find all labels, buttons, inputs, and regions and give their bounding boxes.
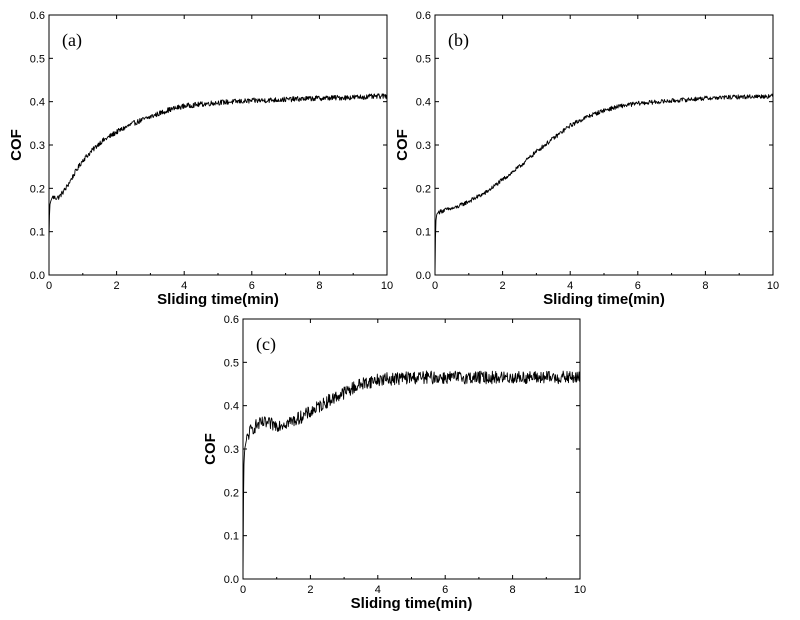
y-tick-label: 0.3	[30, 140, 45, 152]
cof-series-line	[434, 93, 774, 276]
y-tick-label: 0.2	[224, 487, 239, 499]
x-tick-label: 8	[702, 280, 708, 292]
panel-label: (a)	[62, 30, 82, 51]
chart-panel-c: 0 2 4 6 8 10 0.0 0.1 0.2 0.3 0.4 0.5 0.6 Sliding time…	[202, 314, 586, 612]
x-tick-label: 0	[46, 280, 52, 292]
x-tick-label: 6	[635, 280, 641, 292]
cof-series-line	[48, 93, 388, 241]
x-tick-label: 2	[114, 280, 120, 292]
y-tick-label: 0.0	[416, 270, 431, 282]
x-tick-label: 10	[381, 280, 393, 292]
y-tick-label: 0.0	[224, 574, 239, 586]
y-tick-label: 0.1	[224, 531, 239, 543]
y-tick-label: 0.1	[30, 227, 45, 239]
y-tick-label: 0.1	[416, 227, 431, 239]
y-axis-title: COF	[394, 129, 411, 161]
y-tick-label: 0.6	[224, 314, 239, 326]
y-tick-label: 0.4	[30, 97, 45, 109]
x-tick-label: 0	[432, 280, 438, 292]
y-tick-label: 0.2	[416, 183, 431, 195]
x-tick-label: 8	[510, 584, 516, 596]
x-tick-label: 10	[574, 584, 586, 596]
chart-panel-b: 0 2 4 6 8 10 0.0 0.1 0.2 0.3 0.4 0.5 0.6 Sliding time…	[394, 10, 779, 308]
y-axis-title: COF	[202, 433, 219, 465]
y-tick-label: 0.4	[416, 97, 431, 109]
y-tick-label: 0.3	[224, 444, 239, 456]
plot-frame	[242, 318, 581, 580]
x-tick-label: 10	[767, 280, 779, 292]
y-tick-label: 0.2	[30, 183, 45, 195]
x-tick-label: 4	[375, 584, 381, 596]
x-tick-label: 0	[240, 584, 246, 596]
x-tick-label: 4	[181, 280, 187, 292]
y-tick-label: 0.6	[416, 10, 431, 22]
y-tick-label: 0.4	[224, 401, 239, 413]
y-tick-label: 0.5	[30, 53, 45, 65]
x-tick-label: 2	[307, 584, 313, 596]
cof-series-line	[242, 370, 581, 580]
plot-frame	[434, 14, 774, 276]
x-tick-label: 8	[316, 280, 322, 292]
x-axis-title: Sliding time(min)	[157, 291, 279, 308]
panel-label: (b)	[448, 30, 469, 51]
x-tick-label: 6	[442, 584, 448, 596]
x-axis-title: Sliding time(min)	[543, 291, 665, 308]
y-tick-label: 0.3	[416, 140, 431, 152]
y-tick-label: 0.0	[30, 270, 45, 282]
y-tick-label: 0.6	[30, 10, 45, 22]
x-tick-label: 4	[567, 280, 573, 292]
y-tick-label: 0.5	[416, 53, 431, 65]
chart-panel-a: 0 2 4 6 8 10 0.0 0.1 0.2 0.3 0.4 0.5 0.6 Sliding time…	[8, 10, 393, 308]
x-tick-label: 6	[249, 280, 255, 292]
y-tick-label: 0.5	[224, 357, 239, 369]
y-axis-title: COF	[8, 129, 25, 161]
panel-label: (c)	[256, 334, 276, 355]
x-axis-title: Sliding time(min)	[351, 595, 473, 612]
x-tick-label: 2	[500, 280, 506, 292]
